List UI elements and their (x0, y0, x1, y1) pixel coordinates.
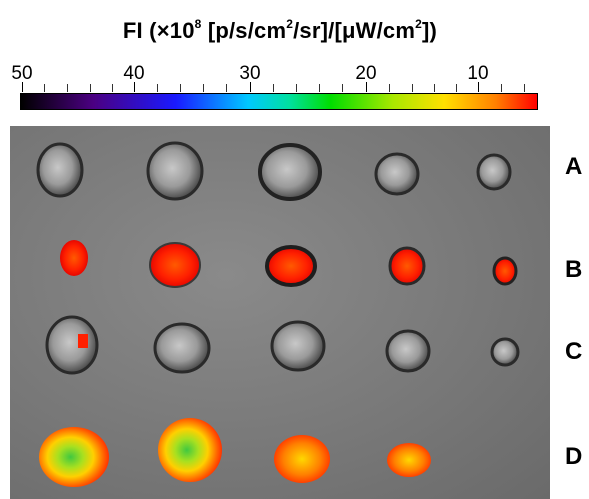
title-part: FI (×10 (122, 18, 195, 43)
tick-mark (478, 82, 479, 92)
tick-mark (389, 84, 390, 92)
tick-mark (501, 84, 502, 92)
organ-b4 (388, 246, 426, 286)
organ-a4 (374, 152, 420, 196)
tick-mark (134, 82, 135, 92)
title-part: [p/s/cm (201, 18, 287, 43)
tick-mark (319, 84, 320, 92)
organ-a5 (476, 153, 512, 191)
title-exponent: 2 (415, 16, 423, 31)
tick-mark (226, 84, 227, 92)
tick-mark (296, 84, 297, 92)
title-part: ]) (422, 18, 438, 43)
organ-b3 (265, 245, 317, 287)
tick-mark (44, 84, 45, 92)
row-label-c: C (565, 338, 583, 365)
organ-d1 (39, 427, 109, 487)
tick-mark (112, 84, 113, 92)
title-part: /sr]/[μW/cm (293, 18, 416, 43)
organ-c3 (270, 320, 326, 372)
tick-mark (90, 84, 91, 92)
tick-mark (434, 84, 435, 92)
row-label-d: D (565, 443, 583, 470)
organ-d3 (274, 435, 330, 483)
organ-c5 (490, 337, 520, 367)
organ-d2 (158, 418, 222, 482)
tick-mark (22, 82, 23, 92)
tick-mark (456, 84, 457, 92)
organ-a3 (258, 143, 322, 201)
colorbar-tick-label: 30 (239, 63, 261, 84)
colorbar-tick-marks (20, 82, 538, 92)
tick-mark (67, 84, 68, 92)
organ-b2 (149, 242, 201, 288)
tick-mark (273, 84, 274, 92)
organ-image-svg (36, 141, 520, 487)
tick-mark (180, 84, 181, 92)
title-exponent: 2 (286, 16, 294, 31)
organ-c1-signal (78, 334, 88, 348)
tick-mark (412, 84, 413, 92)
row-label-a: A (565, 153, 583, 180)
organ-c4 (385, 329, 431, 373)
tick-mark (250, 82, 251, 92)
organ-c1 (45, 315, 99, 375)
organ-a1 (36, 142, 84, 198)
tick-mark (157, 84, 158, 92)
colorbar-title: FI (×108 [p/s/cm2/sr]/[μW/cm2]) (0, 16, 560, 44)
row-label-b: B (565, 256, 583, 283)
colorbar-tick-label: 10 (467, 63, 489, 84)
organ-c2 (153, 322, 211, 374)
tick-mark (203, 84, 204, 92)
organ-d4 (387, 443, 431, 477)
title-exponent: 8 (194, 16, 202, 31)
tick-mark (342, 84, 343, 92)
colorbar-gradient (20, 93, 538, 110)
organ-b5 (492, 256, 518, 286)
organ-b1 (60, 240, 88, 276)
colorbar-tick-label: 40 (123, 63, 145, 84)
tick-mark (524, 84, 525, 92)
fluorescence-image (10, 126, 550, 499)
colorbar-tick-label: 50 (11, 63, 33, 84)
colorbar-tick-label: 20 (355, 63, 377, 84)
tick-mark (366, 82, 367, 92)
organ-a2 (146, 141, 204, 201)
